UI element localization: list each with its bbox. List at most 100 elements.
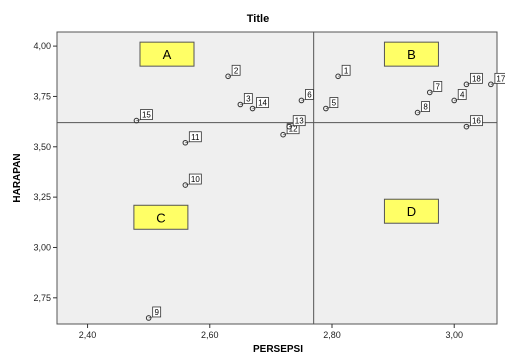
x-axis: 2,40 2,60 2,80 3,00 [79,324,463,340]
x-tick-label: 2,40 [79,330,97,340]
point-label-box [231,64,241,76]
point-label: 4 [460,90,465,99]
point-label-box [341,64,351,76]
point-marker [182,182,189,188]
y-axis: 2,75 3,00 3,25 3,50 3,75 4,00 [33,41,57,303]
y-tick-label: 3,50 [33,142,51,152]
point-label: 13 [295,117,304,126]
point-marker [451,97,458,104]
x-tick-label: 3,00 [445,330,463,340]
data-point-3: 3 [237,93,253,108]
data-point-7: 7 [426,81,443,96]
point-label: 18 [472,74,481,83]
point-label: 8 [423,103,428,112]
data-point-5: 5 [323,97,339,112]
y-tick-label: 3,00 [33,242,51,252]
point-label: 14 [258,99,267,108]
y-tick-label: 2,75 [33,293,51,303]
y-tick-label: 3,25 [33,192,51,202]
quadrant-box [383,41,439,67]
quadrant-text: B [407,47,416,62]
y-axis-title: HARAPAN [12,153,23,202]
point-label: 9 [154,308,159,317]
quadrant-text: A [163,47,172,62]
point-label: 17 [496,74,505,83]
point-marker [323,105,329,112]
point-label-box [470,115,483,127]
point-marker [463,81,470,88]
point-label: 12 [289,125,298,134]
point-marker [463,123,470,130]
data-point-13: 13 [286,115,306,130]
data-point-2: 2 [225,64,241,80]
quadrant-box [139,41,195,67]
point-label: 2 [234,66,239,75]
data-point-6: 6 [298,89,314,104]
point-label-box [152,306,162,318]
point-label-box [256,97,269,108]
quadrant-box [383,198,439,224]
quadrant-label-a: A [139,41,195,67]
data-point-8: 8 [414,101,430,116]
point-marker [426,89,433,96]
quadrant-text: C [156,210,165,225]
point-label-box [329,97,339,108]
point-label-box [470,72,483,84]
data-point-14: 14 [249,97,269,112]
point-marker [298,97,305,104]
data-point-11: 11 [182,131,202,146]
point-marker [182,139,189,146]
point-label-box [457,89,467,100]
point-label-box [305,89,314,100]
x-tick-label: 2,80 [323,330,341,340]
point-label: 10 [191,175,200,184]
quadrant-text: D [407,204,416,219]
point-marker [414,109,421,116]
point-label: 15 [142,111,151,120]
point-marker [225,73,231,80]
point-marker [237,101,244,108]
point-marker [335,73,341,80]
point-label: 1 [344,66,349,75]
data-point-10: 10 [182,173,202,188]
point-label: 11 [191,133,200,142]
point-label-box [433,81,443,92]
point-label-box [421,101,430,112]
quadrant-label-c: C [133,204,189,230]
point-label-box [140,109,153,121]
point-label-box [188,131,202,143]
data-point-4: 4 [451,89,467,104]
data-point-18: 18 [463,72,483,88]
point-label-box [292,115,306,127]
point-marker [249,105,256,112]
point-marker [286,123,293,130]
point-label: 7 [436,82,441,91]
point-marker [280,131,286,138]
data-point-9: 9 [145,306,162,321]
y-tick-label: 3,75 [33,91,51,101]
chart-title: Title [247,13,269,25]
point-marker [133,117,140,124]
x-axis-title: PERSEPSI [253,344,303,355]
data-point-17: 17 [488,72,505,88]
data-point-1: 1 [335,64,351,80]
point-label: 6 [307,90,312,99]
quadrant-label-d: D [383,198,439,224]
point-label: 3 [246,94,251,103]
point-label-box [188,173,202,185]
point-label-box [494,72,505,84]
reference-lines [57,32,497,324]
point-label: 5 [332,99,337,108]
point-marker [488,81,494,88]
quadrant-label-b: B [383,41,439,67]
point-label: 16 [472,117,481,126]
quadrant-box [133,204,189,230]
quadrant-labels: A B C D [133,41,439,230]
point-marker [145,315,152,321]
y-tick-label: 4,00 [33,41,51,51]
data-point-16: 16 [463,115,483,130]
plot-area [56,31,498,325]
x-tick-label: 2,60 [201,330,219,340]
